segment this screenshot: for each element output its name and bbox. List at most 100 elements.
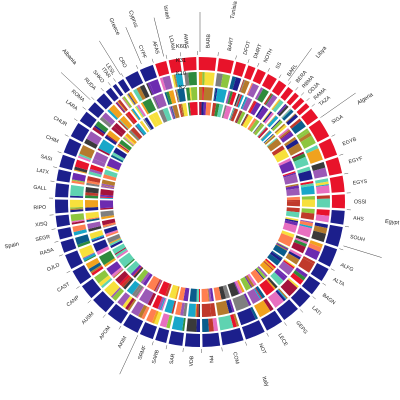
population-tick <box>151 58 154 63</box>
admixture-segment <box>304 246 321 261</box>
admixture-segment <box>267 138 282 152</box>
admixture-segment <box>175 89 180 103</box>
admixture-segment <box>109 238 122 246</box>
admixture-segment <box>122 137 134 147</box>
admixture-segment <box>330 210 345 225</box>
country-label-algeria: Algeria <box>356 92 375 107</box>
population-tick <box>344 226 349 228</box>
admixture-segment <box>199 102 202 116</box>
admixture-segment <box>140 272 151 285</box>
admixture-segment <box>96 93 113 110</box>
admixture-segment <box>286 199 300 202</box>
admixture-segment <box>286 188 300 196</box>
admixture-segment <box>253 288 262 300</box>
admixture-segment <box>160 297 166 311</box>
admixture-segment <box>88 102 105 119</box>
admixture-segment <box>182 57 197 71</box>
population-label-awas: AWAS <box>182 34 189 50</box>
admixture-segment <box>285 185 300 191</box>
admixture-segment <box>101 183 115 188</box>
admixture-segment <box>232 77 242 92</box>
population-label-egyb: EGYB <box>342 136 358 147</box>
population-tick <box>266 332 269 337</box>
admixture-segment <box>187 303 196 317</box>
admixture-segment <box>233 61 247 77</box>
admixture-segment <box>114 247 127 255</box>
admixture-segment <box>125 113 136 125</box>
admixture-segment <box>290 272 304 285</box>
admixture-segment <box>282 222 298 233</box>
admixture-segment <box>293 239 307 248</box>
admixture-segment <box>103 225 118 234</box>
admixture-segment <box>153 279 161 292</box>
population-label-itar: ITAR <box>100 67 112 80</box>
admixture-segment <box>240 80 250 94</box>
admixture-segment <box>237 95 245 108</box>
admixture-segment <box>260 310 283 331</box>
country-label-libya: Libya <box>315 45 329 60</box>
admixture-segment <box>123 277 134 290</box>
population-label-lece: LECE <box>276 333 288 348</box>
admixture-segment <box>278 261 294 276</box>
admixture-segment <box>280 279 298 297</box>
admixture-segment <box>285 218 299 223</box>
admixture-segment <box>276 299 298 321</box>
admixture-segment <box>300 212 315 220</box>
admixture-segment <box>196 288 199 302</box>
population-tick <box>120 73 124 77</box>
admixture-segment <box>264 134 275 144</box>
admixture-segment <box>135 125 144 136</box>
admixture-segment <box>83 253 96 261</box>
admixture-segment <box>296 103 310 116</box>
admixture-segment <box>229 91 237 106</box>
admixture-segment <box>196 303 199 317</box>
admixture-segment <box>185 87 191 101</box>
admixture-segment <box>79 145 95 159</box>
admixture-segment <box>300 135 316 149</box>
admixture-segment <box>270 271 284 286</box>
population-tick <box>339 153 344 156</box>
admixture-segment <box>229 108 235 121</box>
admixture-segment <box>92 126 105 137</box>
admixture-segment <box>171 316 184 331</box>
population-label-ahs: AHS <box>353 215 365 222</box>
admixture-segment <box>140 102 150 115</box>
admixture-segment <box>201 102 204 116</box>
admixture-segment <box>331 194 345 209</box>
population-tick <box>51 228 56 230</box>
admixture-segment <box>126 260 140 275</box>
population-tick <box>76 286 80 289</box>
admixture-segment <box>135 125 145 136</box>
admixture-segment <box>318 244 338 267</box>
population-tick <box>300 309 304 313</box>
population-tick <box>73 118 78 122</box>
admixture-segment <box>71 172 86 182</box>
admixture-segment <box>217 103 224 118</box>
admixture-segment <box>298 170 313 182</box>
admixture-segment <box>88 171 102 178</box>
admixture-segment <box>291 97 305 111</box>
admixture-segment <box>187 102 191 116</box>
population-tick <box>82 106 86 110</box>
admixture-segment <box>107 303 129 324</box>
admixture-segment <box>255 268 265 280</box>
admixture-segment <box>131 108 141 120</box>
admixture-segment <box>98 275 111 287</box>
admixture-segment <box>126 280 140 295</box>
admixture-segment <box>128 91 138 105</box>
admixture-segment <box>166 314 173 329</box>
admixture-segment <box>175 301 183 316</box>
population-tick <box>278 74 282 79</box>
admixture-segment <box>149 79 162 95</box>
admixture-segment <box>202 332 221 347</box>
admixture-segment <box>202 72 205 86</box>
population-label-srmf: SRMF <box>137 345 148 361</box>
admixture-segment <box>271 80 287 96</box>
admixture-segment <box>257 266 268 278</box>
admixture-segment <box>59 154 76 171</box>
admixture-segment <box>70 199 84 208</box>
admixture-segment <box>277 104 287 116</box>
population-tick <box>54 241 59 243</box>
admixture-segment <box>111 126 124 138</box>
population-tick <box>295 87 299 91</box>
